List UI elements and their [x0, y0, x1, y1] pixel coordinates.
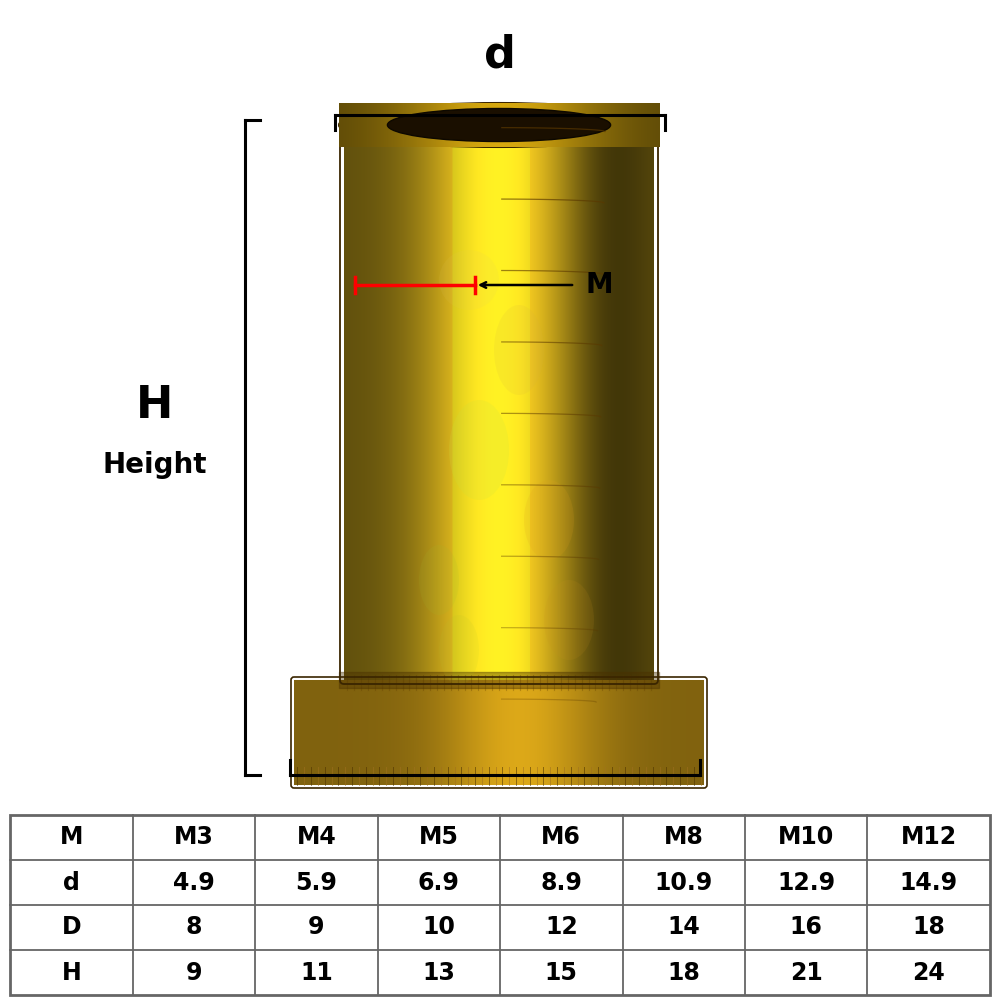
Ellipse shape — [524, 480, 574, 560]
Text: 11: 11 — [300, 960, 333, 984]
Text: M: M — [585, 271, 613, 299]
Ellipse shape — [387, 108, 611, 141]
Ellipse shape — [494, 305, 544, 395]
Text: 9: 9 — [308, 916, 325, 940]
Bar — [10, 815, 990, 995]
Ellipse shape — [449, 400, 509, 500]
Text: M4: M4 — [296, 826, 336, 850]
Text: 9: 9 — [186, 960, 202, 984]
Text: D: D — [61, 916, 81, 940]
Text: 4.9: 4.9 — [173, 870, 215, 894]
Text: 18: 18 — [912, 916, 945, 940]
Text: M10: M10 — [778, 826, 834, 850]
Ellipse shape — [439, 250, 499, 310]
Text: M6: M6 — [541, 826, 581, 850]
Ellipse shape — [439, 615, 479, 685]
Text: 21: 21 — [790, 960, 823, 984]
Text: M8: M8 — [664, 826, 704, 850]
Text: d: d — [63, 870, 80, 894]
Text: 16: 16 — [790, 916, 823, 940]
Text: 12.9: 12.9 — [777, 870, 835, 894]
Text: d: d — [484, 33, 516, 77]
Text: 6.9: 6.9 — [418, 870, 460, 894]
Text: M3: M3 — [174, 826, 214, 850]
Text: 13: 13 — [422, 960, 455, 984]
Text: M5: M5 — [419, 826, 459, 850]
Text: M12: M12 — [901, 826, 957, 850]
Text: 8: 8 — [186, 916, 202, 940]
Text: 5.9: 5.9 — [295, 870, 337, 894]
Ellipse shape — [544, 580, 594, 660]
Text: 10: 10 — [422, 916, 455, 940]
Text: 10.9: 10.9 — [655, 870, 713, 894]
Text: D: D — [482, 814, 518, 856]
Text: H: H — [61, 960, 81, 984]
Text: 12: 12 — [545, 916, 578, 940]
Ellipse shape — [419, 545, 459, 615]
Text: 18: 18 — [667, 960, 700, 984]
Text: H: H — [136, 383, 174, 426]
Text: 15: 15 — [545, 960, 578, 984]
Text: M: M — [60, 826, 83, 850]
Text: Height: Height — [103, 451, 207, 479]
Text: 24: 24 — [912, 960, 945, 984]
Text: 14.9: 14.9 — [900, 870, 958, 894]
Text: 8.9: 8.9 — [540, 870, 582, 894]
Text: 14: 14 — [667, 916, 700, 940]
Ellipse shape — [339, 103, 659, 147]
